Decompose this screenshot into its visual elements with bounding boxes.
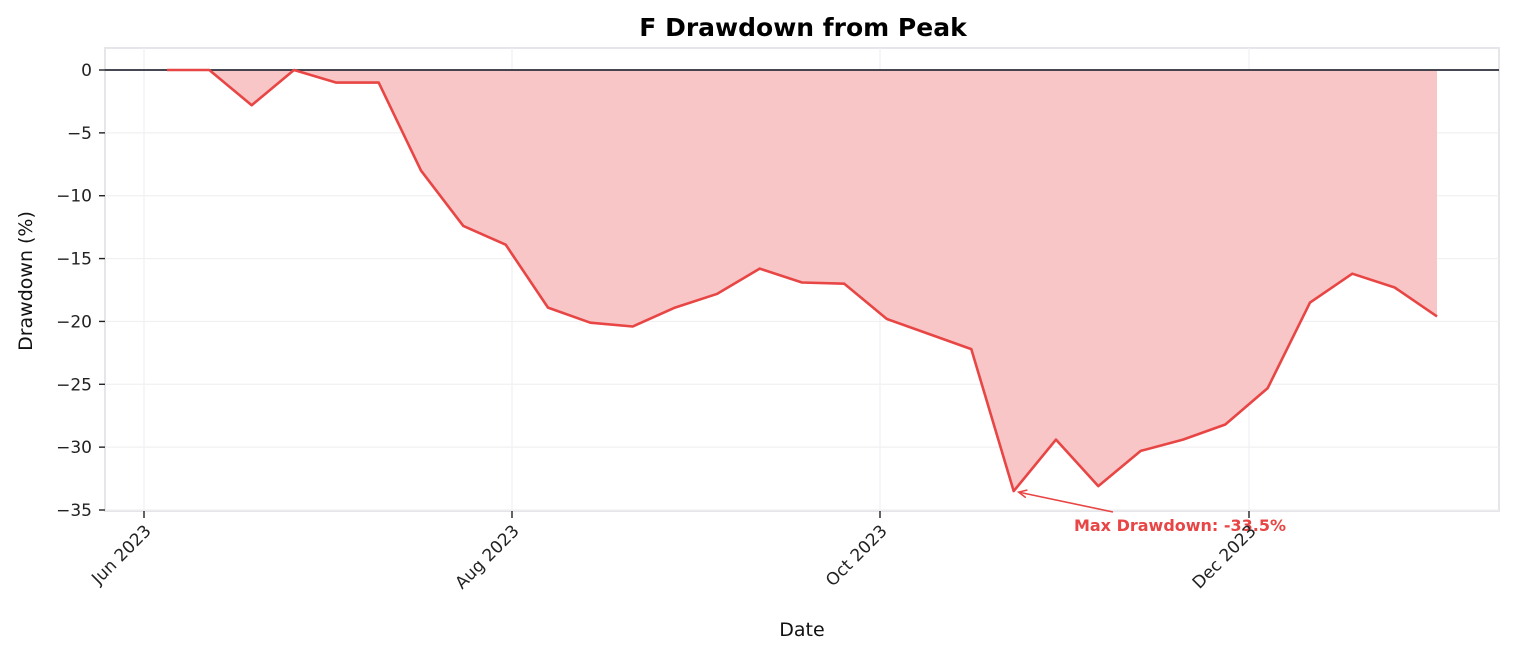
drawdown-line xyxy=(167,68,1438,493)
y-tick-label: 0 xyxy=(81,61,92,81)
y-tick-label: −25 xyxy=(56,375,92,395)
y-tick-label: −10 xyxy=(56,187,92,207)
y-axis-label: Drawdown (%) xyxy=(15,211,37,351)
y-tick-label: −20 xyxy=(56,312,92,332)
y-axis: 0 −5 −10 −15 −20 −25 −30 −35 xyxy=(56,61,105,521)
annotation-arrow xyxy=(1018,491,1114,513)
drawdown-area xyxy=(167,70,1437,492)
arrowhead-icon xyxy=(1016,489,1028,499)
y-tick-label: −35 xyxy=(56,501,92,521)
chart-title: F Drawdown from Peak xyxy=(639,13,968,42)
plot-area: Max Drawdown: -33.5% xyxy=(104,47,1500,535)
max-drawdown-annotation: Max Drawdown: -33.5% xyxy=(1016,489,1286,535)
max-drawdown-label: Max Drawdown: -33.5% xyxy=(1074,516,1286,535)
x-axis-label: Date xyxy=(779,619,824,641)
y-tick-label: −5 xyxy=(67,124,92,144)
y-tick-label: −30 xyxy=(56,438,92,458)
y-tick-label: −15 xyxy=(56,250,92,270)
